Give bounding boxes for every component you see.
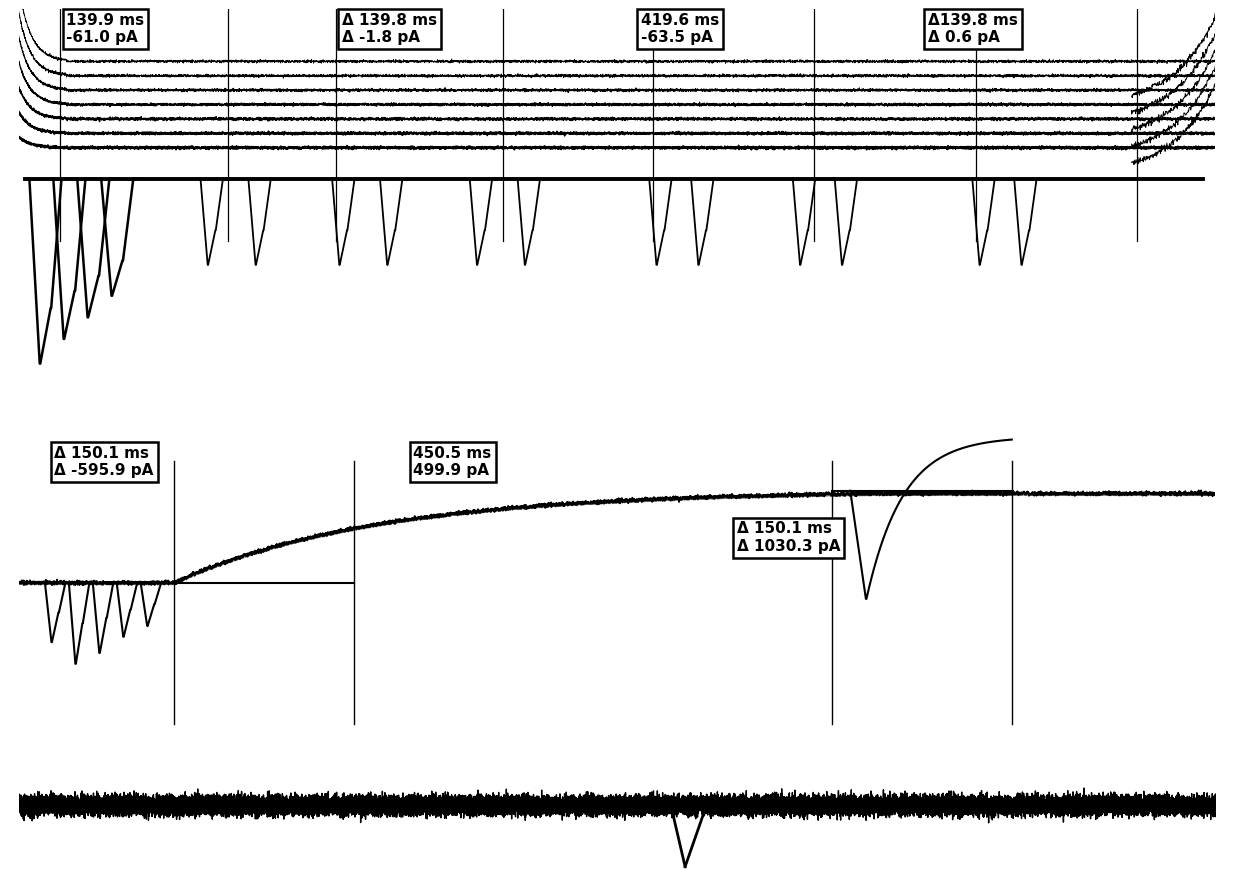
Text: 419.6 ms
-63.5 pA: 419.6 ms -63.5 pA — [641, 12, 719, 45]
Text: 139.9 ms
-61.0 pA: 139.9 ms -61.0 pA — [67, 12, 145, 45]
Text: Δ 139.8 ms
Δ -1.8 pA: Δ 139.8 ms Δ -1.8 pA — [342, 12, 436, 45]
Text: Δ139.8 ms
Δ 0.6 pA: Δ139.8 ms Δ 0.6 pA — [928, 12, 1018, 45]
Text: 450.5 ms
499.9 pA: 450.5 ms 499.9 pA — [413, 446, 492, 478]
Text: Δ 150.1 ms
Δ -595.9 pA: Δ 150.1 ms Δ -595.9 pA — [55, 446, 154, 478]
Text: Δ 150.1 ms
Δ 1030.3 pA: Δ 150.1 ms Δ 1030.3 pA — [737, 521, 839, 554]
